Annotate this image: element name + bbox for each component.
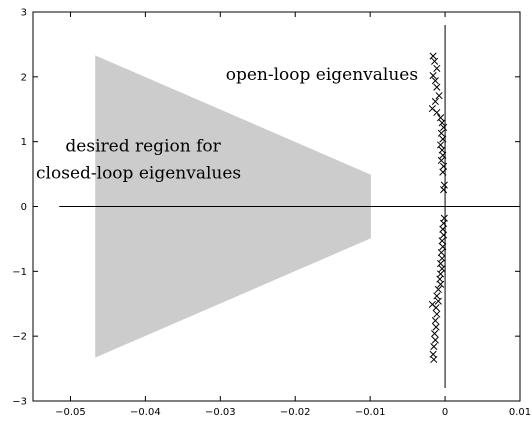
eigenvalue-marker bbox=[430, 342, 438, 351]
x-tick-label: −0.05 bbox=[55, 407, 86, 418]
eigenvalue-marker bbox=[440, 123, 448, 131]
y-tick-label: −1 bbox=[12, 267, 27, 278]
eigenvalue-marker bbox=[438, 265, 446, 273]
eigenvalue-marker bbox=[429, 52, 437, 60]
eigenvalue-marker bbox=[431, 57, 439, 65]
x-tick-label: −0.01 bbox=[355, 407, 386, 418]
eigenvalue-marker bbox=[440, 162, 448, 170]
region-label-line: desired region for bbox=[65, 136, 221, 156]
eigenvalue-marker bbox=[433, 310, 441, 318]
eigenvalue-marker bbox=[440, 186, 448, 194]
eigenvalue-marker bbox=[434, 285, 442, 294]
open-loop-label: open-loop eigenvalues bbox=[226, 65, 418, 85]
eigenvalue-marker bbox=[439, 151, 447, 159]
eigenvalue-marker bbox=[439, 168, 447, 176]
eigenvalue-marker bbox=[431, 336, 439, 344]
x-tick-label: −0.03 bbox=[205, 407, 236, 418]
y-tick-label: 0 bbox=[21, 202, 27, 213]
eigenvalue-marker bbox=[432, 304, 440, 312]
eigenvalue-marker bbox=[438, 237, 446, 245]
eigenvalue-marker bbox=[433, 108, 441, 117]
eigenvalue-marker bbox=[439, 225, 447, 233]
eigenvalue-marker bbox=[434, 297, 442, 305]
eigenvalue-marker bbox=[437, 141, 445, 149]
eigenvalue-marker bbox=[433, 83, 441, 91]
eigenvalue-marker bbox=[439, 243, 447, 251]
eigenvalue-marker bbox=[440, 219, 448, 227]
eigenvalue-marker bbox=[431, 330, 439, 338]
x-tick-label: 0.01 bbox=[509, 407, 531, 418]
eigenvalue-marker bbox=[431, 97, 439, 106]
region-label-line: closed-loop eigenvalues bbox=[36, 164, 241, 184]
eigenvalue-marker bbox=[438, 119, 446, 127]
eigenvalue-marker bbox=[433, 64, 441, 72]
eigenvalue-marker bbox=[431, 77, 439, 85]
y-tick-label: 3 bbox=[21, 8, 27, 19]
y-tick-label: −3 bbox=[12, 397, 27, 408]
eigenvalue-marker bbox=[437, 259, 445, 268]
x-tick-label: −0.04 bbox=[130, 407, 161, 418]
eigenvalue-marker bbox=[430, 355, 438, 364]
y-tick-label: 1 bbox=[21, 137, 27, 148]
eigenvalue-marker bbox=[437, 248, 445, 257]
eigenvalue-marker bbox=[438, 254, 446, 262]
eigenvalue-marker bbox=[437, 129, 445, 137]
eigenvalue-marker bbox=[437, 156, 445, 165]
eigenvalue-marker bbox=[440, 231, 448, 239]
eigenvalue-marker bbox=[431, 317, 439, 325]
y-tick-label: 2 bbox=[21, 72, 27, 83]
eigenvalue-marker bbox=[432, 323, 440, 331]
eigenvalue-marker bbox=[437, 114, 445, 122]
eigenvalue-marker bbox=[435, 92, 443, 100]
eigenvalue-marker bbox=[433, 292, 441, 300]
x-tick-label: 0 bbox=[442, 407, 448, 418]
eigenvalue-marker bbox=[429, 71, 437, 80]
eigenvalue-marker bbox=[437, 280, 445, 288]
y-tick-label: −2 bbox=[12, 332, 27, 343]
eigenvalue-marker bbox=[439, 135, 447, 143]
x-tick-label: −0.02 bbox=[280, 407, 311, 418]
